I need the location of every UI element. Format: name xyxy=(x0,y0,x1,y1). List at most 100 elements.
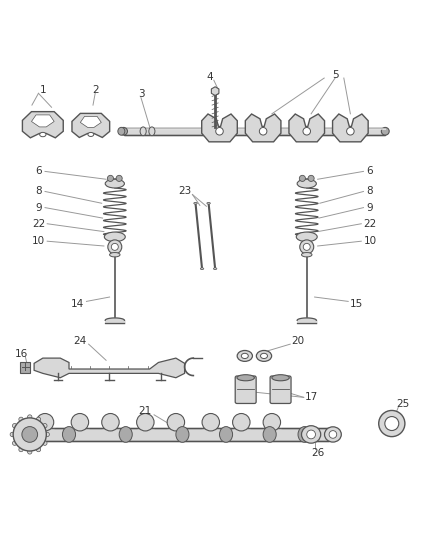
Text: 25: 25 xyxy=(395,399,408,409)
Text: 5: 5 xyxy=(331,70,338,79)
Text: 1: 1 xyxy=(39,85,46,95)
Text: 9: 9 xyxy=(366,203,372,213)
Ellipse shape xyxy=(102,414,119,431)
Circle shape xyxy=(13,418,46,451)
Ellipse shape xyxy=(232,414,250,431)
Ellipse shape xyxy=(42,441,47,446)
Text: 3: 3 xyxy=(138,89,144,99)
Ellipse shape xyxy=(28,450,32,454)
FancyBboxPatch shape xyxy=(36,428,328,441)
Polygon shape xyxy=(34,358,184,378)
Ellipse shape xyxy=(296,232,317,241)
Circle shape xyxy=(108,240,121,254)
Text: 14: 14 xyxy=(71,298,84,309)
Ellipse shape xyxy=(176,426,188,442)
Polygon shape xyxy=(201,114,237,142)
Ellipse shape xyxy=(23,426,36,442)
Ellipse shape xyxy=(262,426,276,442)
Ellipse shape xyxy=(167,414,184,431)
Ellipse shape xyxy=(201,414,219,431)
Text: 8: 8 xyxy=(35,187,42,197)
Polygon shape xyxy=(332,114,367,142)
Ellipse shape xyxy=(119,426,132,442)
Polygon shape xyxy=(245,114,280,142)
FancyBboxPatch shape xyxy=(235,376,255,403)
Text: 26: 26 xyxy=(310,448,324,458)
Ellipse shape xyxy=(381,127,389,135)
Ellipse shape xyxy=(328,431,336,438)
Circle shape xyxy=(346,127,353,135)
Text: 20: 20 xyxy=(291,336,304,346)
Ellipse shape xyxy=(71,414,88,431)
Ellipse shape xyxy=(136,414,154,431)
Circle shape xyxy=(378,410,404,437)
Ellipse shape xyxy=(271,375,289,381)
Ellipse shape xyxy=(12,424,17,428)
Text: 10: 10 xyxy=(363,236,376,246)
Circle shape xyxy=(299,240,313,254)
Ellipse shape xyxy=(260,353,267,359)
Polygon shape xyxy=(72,114,110,138)
Ellipse shape xyxy=(297,426,311,442)
Circle shape xyxy=(307,175,314,181)
Text: 10: 10 xyxy=(32,236,45,246)
Ellipse shape xyxy=(28,415,32,419)
Ellipse shape xyxy=(36,447,41,452)
Ellipse shape xyxy=(297,179,316,188)
Circle shape xyxy=(111,244,118,251)
Ellipse shape xyxy=(119,127,127,135)
Ellipse shape xyxy=(200,268,203,270)
Ellipse shape xyxy=(39,132,46,137)
Ellipse shape xyxy=(301,253,311,257)
Circle shape xyxy=(215,127,223,135)
Text: 9: 9 xyxy=(35,203,42,213)
Polygon shape xyxy=(22,111,63,138)
Ellipse shape xyxy=(42,424,47,428)
Text: 22: 22 xyxy=(32,219,45,229)
Circle shape xyxy=(116,175,122,181)
Ellipse shape xyxy=(88,132,94,136)
Polygon shape xyxy=(288,114,324,142)
Ellipse shape xyxy=(36,417,41,422)
Ellipse shape xyxy=(12,441,17,446)
Ellipse shape xyxy=(301,426,320,443)
Text: 6: 6 xyxy=(35,166,42,176)
Text: 4: 4 xyxy=(206,72,212,82)
Text: 15: 15 xyxy=(350,298,363,309)
Ellipse shape xyxy=(241,353,248,359)
Text: 22: 22 xyxy=(363,219,376,229)
Circle shape xyxy=(259,127,266,135)
Polygon shape xyxy=(80,116,101,127)
Circle shape xyxy=(299,175,305,181)
Ellipse shape xyxy=(62,426,75,442)
Ellipse shape xyxy=(256,351,271,361)
Ellipse shape xyxy=(213,268,216,270)
Text: 2: 2 xyxy=(92,85,98,95)
Circle shape xyxy=(384,417,398,431)
Text: 21: 21 xyxy=(138,406,152,416)
Ellipse shape xyxy=(237,351,252,361)
Ellipse shape xyxy=(324,427,340,442)
Text: 16: 16 xyxy=(14,349,28,359)
Ellipse shape xyxy=(10,432,14,437)
Polygon shape xyxy=(32,115,54,127)
Ellipse shape xyxy=(237,375,254,381)
FancyBboxPatch shape xyxy=(269,376,290,403)
Text: 8: 8 xyxy=(366,187,372,197)
Ellipse shape xyxy=(148,127,155,135)
Ellipse shape xyxy=(45,432,49,437)
Circle shape xyxy=(107,175,113,181)
Circle shape xyxy=(302,127,310,135)
Text: 17: 17 xyxy=(304,392,317,402)
Circle shape xyxy=(303,244,310,251)
FancyBboxPatch shape xyxy=(123,128,385,135)
Text: 24: 24 xyxy=(73,336,86,346)
Ellipse shape xyxy=(19,417,23,422)
Ellipse shape xyxy=(36,414,53,431)
Ellipse shape xyxy=(19,447,23,452)
Ellipse shape xyxy=(117,127,124,135)
Ellipse shape xyxy=(140,127,146,135)
Ellipse shape xyxy=(110,253,120,257)
FancyBboxPatch shape xyxy=(20,362,30,373)
Text: 6: 6 xyxy=(366,166,372,176)
